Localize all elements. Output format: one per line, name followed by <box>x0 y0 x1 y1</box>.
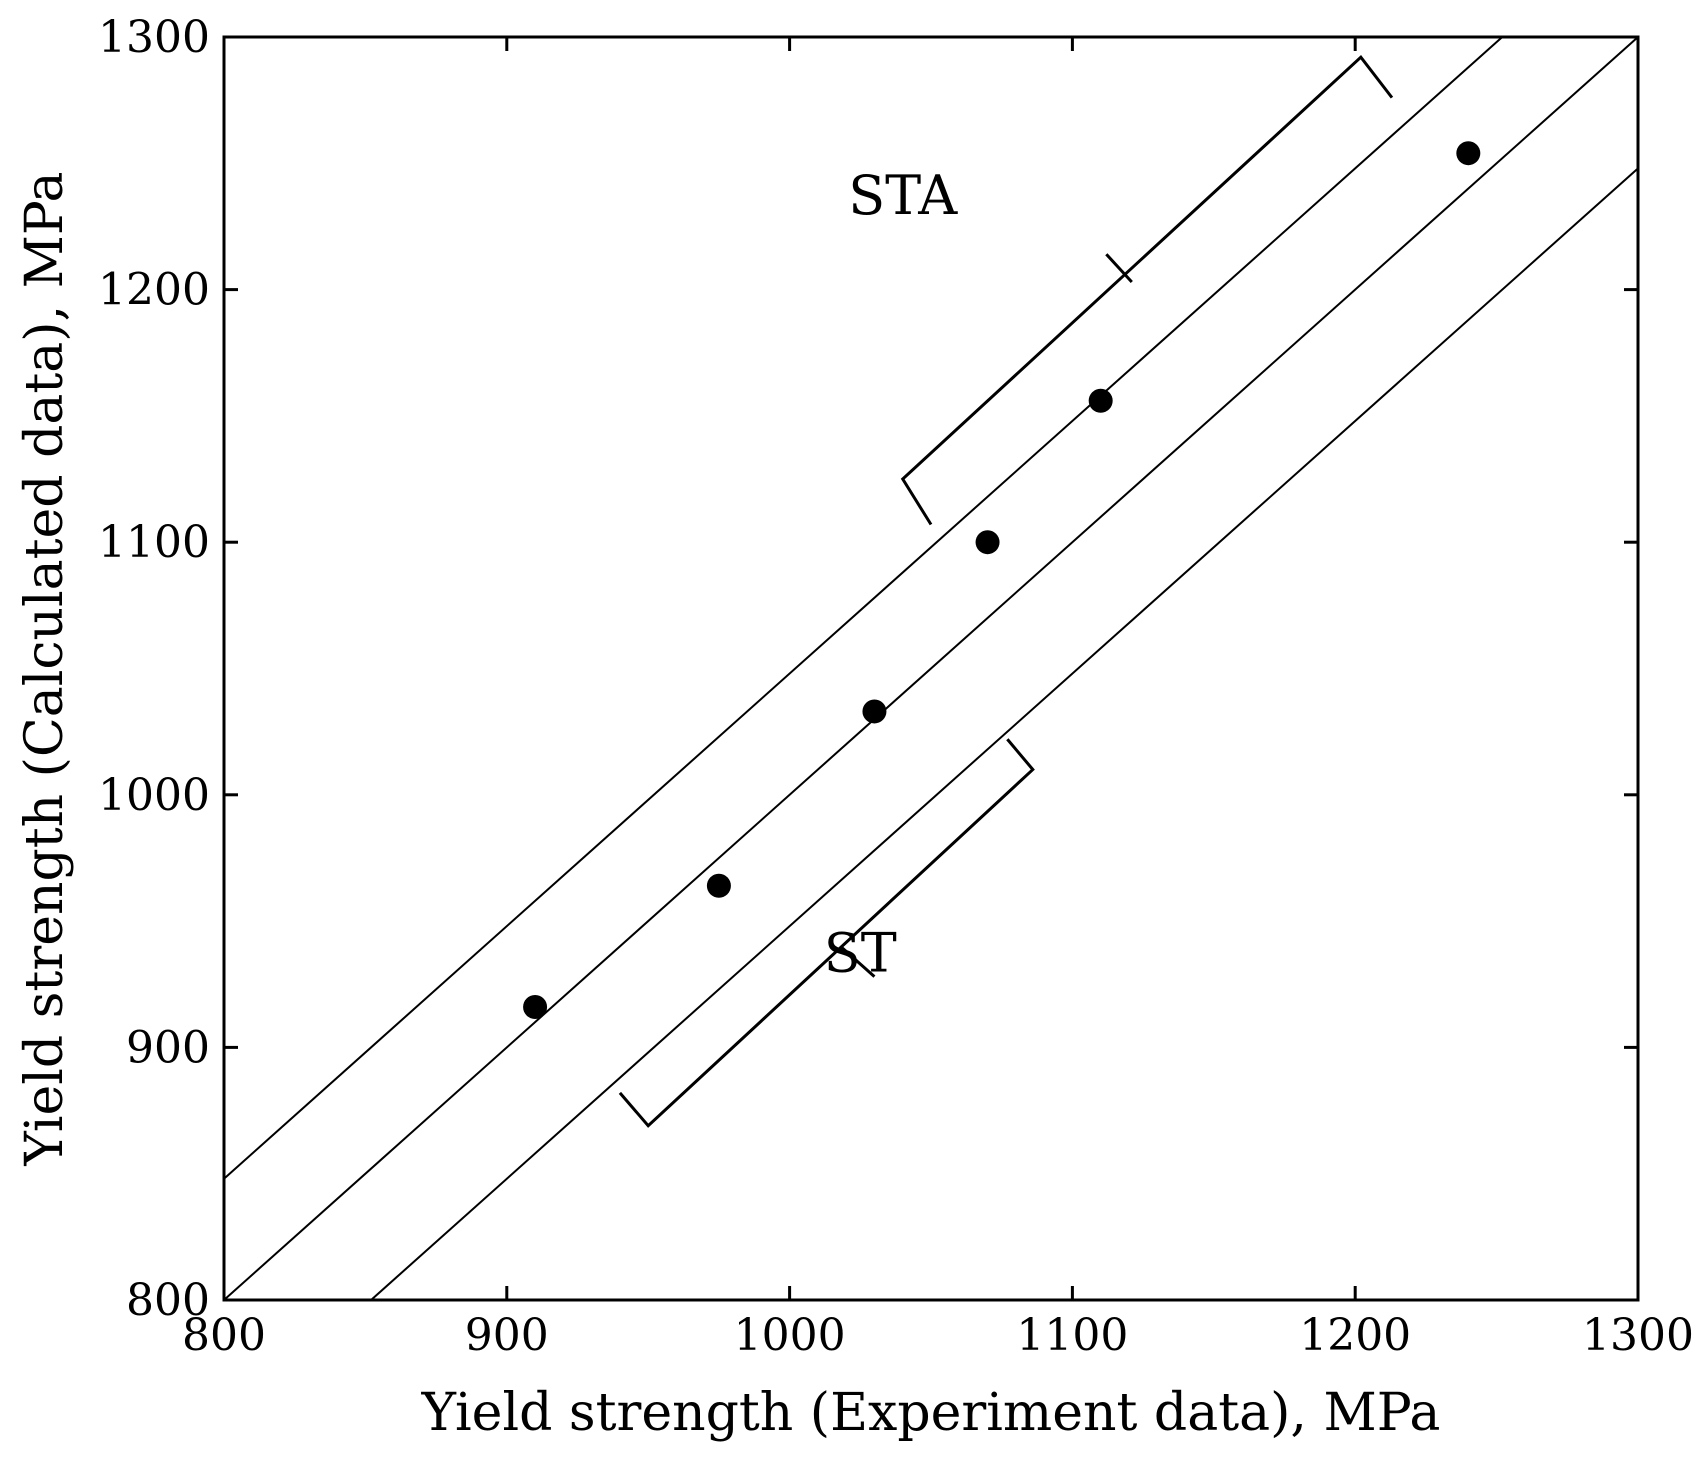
data-point <box>523 994 548 1019</box>
y-axis-title: Yield strength (Calculated data), MPa <box>15 171 75 1166</box>
data-point <box>1456 141 1481 166</box>
data-point <box>862 699 887 724</box>
x-tick-label: 1200 <box>1299 1310 1411 1361</box>
x-tick-label: 1100 <box>1016 1310 1128 1361</box>
data-point <box>1088 388 1113 413</box>
sta-label: STA <box>848 164 958 227</box>
reference-line-identity <box>223 36 1639 1301</box>
axis-labels: 800 900 1000 1100 1200 1300 800 900 1000 1100 1200… <box>98 12 1694 1361</box>
y-tick-label: 1000 <box>98 770 210 821</box>
y-tick-label: 900 <box>126 1022 210 1073</box>
x-tick-label: 800 <box>182 1310 266 1361</box>
data-points <box>523 141 1481 1019</box>
sta-leader <box>1105 253 1133 284</box>
st-label: ST <box>824 922 897 985</box>
reference-line-upper-band <box>223 36 1503 1180</box>
reference-lines <box>223 36 1639 1301</box>
y-tick-label: 800 <box>126 1275 210 1326</box>
annotation-brackets: STA ST <box>618 54 1394 1128</box>
y-tick-label: 1200 <box>98 265 210 316</box>
x-tick-label: 900 <box>465 1310 549 1361</box>
reference-line-lower-band <box>370 167 1639 1301</box>
x-axis-title: Yield strength (Experiment data), MPa <box>421 1383 1441 1443</box>
plot-frame <box>222 35 1640 1302</box>
x-tick-label: 1000 <box>734 1310 846 1361</box>
axis-ticks <box>222 35 1640 1302</box>
y-tick-label: 1300 <box>98 12 210 63</box>
y-tick-label: 1100 <box>98 517 210 568</box>
st-leader <box>839 945 876 978</box>
data-point <box>706 873 731 898</box>
sta-bracket <box>900 54 1394 526</box>
data-point <box>975 530 1000 555</box>
x-tick-label: 1300 <box>1582 1310 1694 1361</box>
